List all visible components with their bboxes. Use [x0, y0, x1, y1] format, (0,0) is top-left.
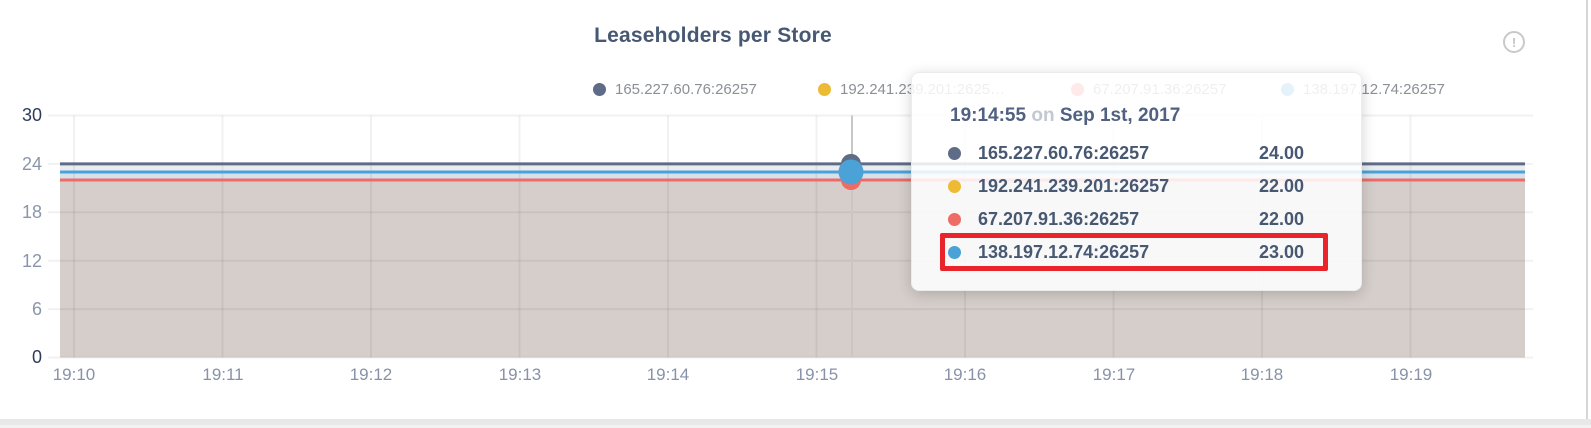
series-color-dot	[948, 246, 961, 259]
info-icon[interactable]: !	[1503, 31, 1525, 53]
series-color-dot	[593, 82, 606, 96]
x-axis-tick-label: 19:12	[349, 365, 393, 384]
y-axis-tick-label: 30	[21, 105, 42, 125]
legend-item[interactable]: 165.227.60.76:26257	[593, 80, 757, 98]
series-color-dot	[948, 147, 961, 160]
series-color-dot	[818, 82, 831, 96]
tooltip-series-value: 22.00	[1258, 209, 1304, 229]
tooltip-row: 67.207.91.36:26257 22.00	[912, 203, 1361, 236]
x-axis-tick-label: 19:19	[1389, 365, 1433, 384]
tooltip-series-label: 67.207.91.36:26257	[978, 209, 1140, 229]
tooltip-row: 138.197.12.74:26257 23.00	[912, 236, 1361, 269]
x-axis-tick-label: 19:16	[943, 365, 987, 384]
tooltip-date: Sep 1st, 2017	[1059, 105, 1181, 126]
x-axis-tick-label: 19:18	[1240, 365, 1284, 384]
tooltip-series-value: 23.00	[1258, 242, 1304, 262]
x-axis-tick-label: 19:15	[795, 365, 839, 384]
tooltip-preposition: on	[1031, 105, 1055, 126]
tooltip-series-label: 192.241.239.201:26257	[978, 176, 1170, 196]
series-color-dot	[948, 180, 961, 193]
page-bottom-strip	[0, 419, 1591, 428]
tooltip-rows: 165.227.60.76:26257 24.00 192.241.239.20…	[912, 137, 1361, 269]
tooltip-series-value: 22.00	[1258, 176, 1304, 196]
legend-item-label: 165.227.60.76:26257	[615, 80, 757, 98]
y-axis-tick-label: 0	[31, 347, 42, 367]
y-axis-tick-label: 18	[21, 202, 42, 222]
series-color-dot	[948, 213, 961, 226]
tooltip-row: 192.241.239.201:26257 22.00	[912, 170, 1361, 203]
y-axis-tick-label: 6	[31, 299, 42, 319]
x-axis-tick-label: 19:13	[498, 365, 542, 384]
tooltip-time: 19:14:55	[950, 105, 1027, 126]
x-axis-tick-label: 19:11	[202, 365, 244, 384]
y-axis-tick-label: 24	[21, 154, 42, 174]
tooltip-series-label: 138.197.12.74:26257	[978, 242, 1150, 262]
hover-tooltip: 19:14:55 on Sep 1st, 2017 165.227.60.76:…	[911, 72, 1362, 291]
x-axis-tick-label: 19:14	[646, 365, 690, 384]
annotation-highlight-box	[940, 233, 1328, 271]
tooltip-series-label: 165.227.60.76:26257	[978, 143, 1150, 163]
chart-title: Leaseholders per Store	[594, 24, 832, 47]
tooltip-series-value: 24.00	[1258, 143, 1304, 163]
y-axis-tick-label: 12	[21, 251, 42, 271]
card-right-border	[1586, 0, 1588, 419]
hover-point-highlighted	[838, 159, 864, 185]
exclamation-glyph: !	[1511, 34, 1517, 50]
tooltip-timestamp: 19:14:55 on Sep 1st, 2017	[950, 105, 1180, 127]
x-axis-tick-label: 19:10	[52, 365, 96, 384]
tooltip-row: 165.227.60.76:26257 24.00	[912, 137, 1361, 170]
x-axis-tick-label: 19:17	[1092, 365, 1136, 384]
